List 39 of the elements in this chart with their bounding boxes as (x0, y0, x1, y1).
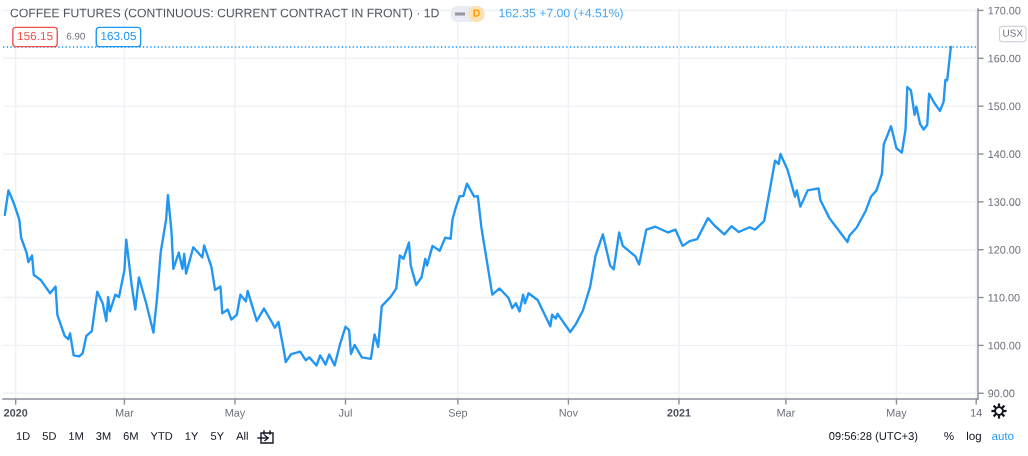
x-tick-label: Mar (777, 409, 796, 417)
y-tick-label: 160.00 (988, 54, 1021, 63)
y-tick-label: 140.00 (988, 150, 1021, 159)
text: 5D (42, 432, 56, 440)
text: 1M (69, 432, 83, 440)
text: 1Y (185, 432, 199, 440)
text: 5Y (210, 432, 224, 440)
text: YTD (150, 432, 173, 440)
x-tick-label: Jul (338, 408, 352, 417)
annotation: 162.35 +7.00 (+4.51%) (499, 8, 623, 20)
y-tick-label: 120.00 (988, 246, 1021, 254)
text: 09:56:28 (UTC+3) (829, 431, 918, 443)
text: All (236, 431, 248, 440)
annotation: 163.05 (101, 31, 136, 41)
y-tick-label: 130.00 (988, 198, 1021, 206)
y-tick-label: 90.00 (988, 389, 1015, 398)
chart-title: COFFEE FUTURES (CONTINUOUS: CURRENT CONTRACT IN FRONT) · 1D (10, 8, 439, 20)
x-tick-label: May (887, 409, 907, 419)
y-tick-label: 100.00 (988, 341, 1021, 350)
annotation: 6.90 (66, 32, 85, 40)
x-tick-label: May (225, 409, 246, 419)
x-tick-label: Sep (448, 409, 468, 419)
y-tick-label: 170.00 (988, 6, 1021, 15)
text: % (944, 431, 954, 441)
x-tick-label: 2021 (667, 409, 691, 417)
x-tick-label: Mar (115, 409, 134, 417)
annotation: 156.15 (17, 31, 53, 41)
y-tick-label: 110.00 (988, 293, 1020, 302)
text: 3M (96, 432, 111, 440)
text: auto (992, 432, 1014, 441)
x-tick-label: 14 (970, 409, 982, 417)
annotation: D (473, 9, 480, 17)
x-tick-label: 2020 (4, 409, 28, 417)
text: 1D (16, 432, 30, 440)
text: log (967, 431, 981, 443)
y-axis-title: USX (1003, 29, 1023, 37)
y-tick-label: 150.00 (988, 102, 1021, 111)
text: 6M (123, 432, 138, 440)
x-tick-label: Nov (559, 409, 579, 417)
